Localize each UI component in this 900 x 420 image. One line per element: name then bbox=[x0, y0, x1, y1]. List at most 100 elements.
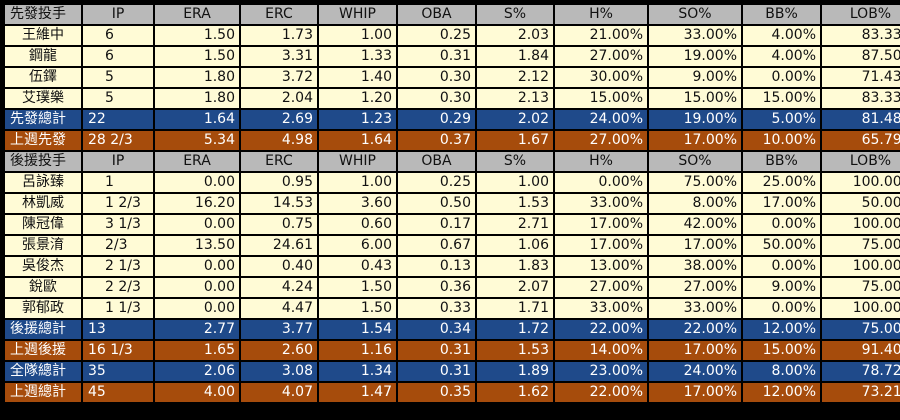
cell-erc: 4.98 bbox=[241, 131, 317, 150]
cell-oba: 0.29 bbox=[398, 110, 475, 129]
cell-ip: 22 bbox=[83, 110, 153, 129]
cell-bb-pct: 15.00% bbox=[743, 341, 820, 360]
cell-whip: 0.60 bbox=[319, 215, 396, 234]
cell-so-pct: 75.00% bbox=[649, 173, 741, 192]
cell-lob-pct: 75.00% bbox=[822, 320, 900, 339]
column-header-s-pct: S% bbox=[477, 152, 553, 171]
cell-whip: 1.40 bbox=[319, 68, 396, 87]
cell-ip: 6 bbox=[83, 26, 153, 45]
cell-s-pct: 2.13 bbox=[477, 89, 553, 108]
cell-oba: 0.25 bbox=[398, 173, 475, 192]
cell-era: 1.64 bbox=[155, 110, 239, 129]
column-header-ip: IP bbox=[83, 152, 153, 171]
cell-lob-pct: 78.72% bbox=[822, 362, 900, 381]
cell-lob-pct: 87.50% bbox=[822, 47, 900, 66]
cell-h-pct: 14.00% bbox=[555, 341, 647, 360]
cell-whip: 1.16 bbox=[319, 341, 396, 360]
cell-bb-pct: 15.00% bbox=[743, 89, 820, 108]
cell-ip: 1 2/3 bbox=[83, 194, 153, 213]
cell-era: 0.00 bbox=[155, 215, 239, 234]
reliever-row: 陳冠偉 3 1/3 0.00 0.75 0.60 0.17 2.71 17.00% 42.00%… bbox=[5, 215, 900, 234]
cell-erc: 3.08 bbox=[241, 362, 317, 381]
cell-erc: 0.95 bbox=[241, 173, 317, 192]
cell-ip: 16 1/3 bbox=[83, 341, 153, 360]
column-header-lob-pct: LOB% bbox=[822, 5, 900, 24]
cell-whip: 1.00 bbox=[319, 26, 396, 45]
cell-s-pct: 1.06 bbox=[477, 236, 553, 255]
cell-oba: 0.37 bbox=[398, 131, 475, 150]
section-header-label: 先發投手 bbox=[5, 5, 81, 24]
cell-ip: 3 1/3 bbox=[83, 215, 153, 234]
cell-oba: 0.35 bbox=[398, 383, 475, 402]
cell-h-pct: 30.00% bbox=[555, 68, 647, 87]
cell-s-pct: 1.53 bbox=[477, 194, 553, 213]
cell-oba: 0.31 bbox=[398, 47, 475, 66]
column-header-whip: WHIP bbox=[319, 152, 396, 171]
cell-so-pct: 33.00% bbox=[649, 26, 741, 45]
cell-name: 鋼龍 bbox=[5, 47, 81, 66]
cell-bb-pct: 10.00% bbox=[743, 131, 820, 150]
cell-oba: 0.25 bbox=[398, 26, 475, 45]
cell-era: 1.50 bbox=[155, 47, 239, 66]
cell-h-pct: 27.00% bbox=[555, 278, 647, 297]
cell-whip: 6.00 bbox=[319, 236, 396, 255]
cell-whip: 1.64 bbox=[319, 131, 396, 150]
starters-last-week-row: 上週先發 28 2/3 5.34 4.98 1.64 0.37 1.67 27.00% 17.0… bbox=[5, 131, 900, 150]
reliever-row: 銳歐 2 2/3 0.00 4.24 1.50 0.36 2.07 27.00% 27.00% 9… bbox=[5, 278, 900, 297]
cell-oba: 0.30 bbox=[398, 68, 475, 87]
cell-lob-pct: 83.33% bbox=[822, 26, 900, 45]
reliever-row: 郭郁政 1 1/3 0.00 4.47 1.50 0.33 1.71 33.00% 33.00%… bbox=[5, 299, 900, 318]
cell-h-pct: 23.00% bbox=[555, 362, 647, 381]
cell-oba: 0.17 bbox=[398, 215, 475, 234]
cell-h-pct: 33.00% bbox=[555, 194, 647, 213]
cell-lob-pct: 71.43% bbox=[822, 68, 900, 87]
column-header-era: ERA bbox=[155, 5, 239, 24]
cell-erc: 4.47 bbox=[241, 299, 317, 318]
cell-whip: 1.33 bbox=[319, 47, 396, 66]
cell-ip: 28 2/3 bbox=[83, 131, 153, 150]
reliever-row: 吳俊杰 2 1/3 0.00 0.40 0.43 0.13 1.83 13.00% 38.00%… bbox=[5, 257, 900, 276]
cell-name: 張景淯 bbox=[5, 236, 81, 255]
cell-ip: 35 bbox=[83, 362, 153, 381]
cell-name: 上週後援 bbox=[5, 341, 81, 360]
cell-ip: 5 bbox=[83, 89, 153, 108]
reliever-row: 林凱威 1 2/3 16.20 14.53 3.60 0.50 1.53 33.00% 8.00… bbox=[5, 194, 900, 213]
cell-bb-pct: 17.00% bbox=[743, 194, 820, 213]
cell-bb-pct: 50.00% bbox=[743, 236, 820, 255]
cell-era: 2.77 bbox=[155, 320, 239, 339]
cell-s-pct: 1.83 bbox=[477, 257, 553, 276]
cell-so-pct: 38.00% bbox=[649, 257, 741, 276]
cell-so-pct: 19.00% bbox=[649, 110, 741, 129]
reliever-row: 呂詠臻 1 0.00 0.95 1.00 0.25 1.00 0.00% 75.00% 25.00… bbox=[5, 173, 900, 192]
cell-erc: 1.73 bbox=[241, 26, 317, 45]
cell-h-pct: 13.00% bbox=[555, 257, 647, 276]
cell-whip: 1.50 bbox=[319, 299, 396, 318]
cell-lob-pct: 50.00% bbox=[822, 194, 900, 213]
cell-ip: 1 1/3 bbox=[83, 299, 153, 318]
cell-s-pct: 2.12 bbox=[477, 68, 553, 87]
cell-s-pct: 2.07 bbox=[477, 278, 553, 297]
cell-s-pct: 1.62 bbox=[477, 383, 553, 402]
cell-ip: 1 bbox=[83, 173, 153, 192]
starter-row: 艾璞樂 5 1.80 2.04 1.20 0.30 2.13 15.00% 15.00% 15.0… bbox=[5, 89, 900, 108]
cell-s-pct: 1.00 bbox=[477, 173, 553, 192]
team-last-week-row: 上週總計 45 4.00 4.07 1.47 0.35 1.62 22.00% 17.00% 12… bbox=[5, 383, 900, 402]
cell-bb-pct: 0.00% bbox=[743, 257, 820, 276]
cell-s-pct: 1.72 bbox=[477, 320, 553, 339]
cell-lob-pct: 75.00% bbox=[822, 236, 900, 255]
cell-bb-pct: 12.00% bbox=[743, 383, 820, 402]
cell-name: 先發總計 bbox=[5, 110, 81, 129]
column-header-whip: WHIP bbox=[319, 5, 396, 24]
cell-so-pct: 17.00% bbox=[649, 236, 741, 255]
cell-oba: 0.30 bbox=[398, 89, 475, 108]
cell-bb-pct: 4.00% bbox=[743, 26, 820, 45]
cell-erc: 3.77 bbox=[241, 320, 317, 339]
cell-h-pct: 24.00% bbox=[555, 110, 647, 129]
cell-lob-pct: 100.00% bbox=[822, 299, 900, 318]
cell-s-pct: 2.03 bbox=[477, 26, 553, 45]
cell-oba: 0.50 bbox=[398, 194, 475, 213]
cell-erc: 4.24 bbox=[241, 278, 317, 297]
cell-era: 1.65 bbox=[155, 341, 239, 360]
cell-oba: 0.34 bbox=[398, 320, 475, 339]
